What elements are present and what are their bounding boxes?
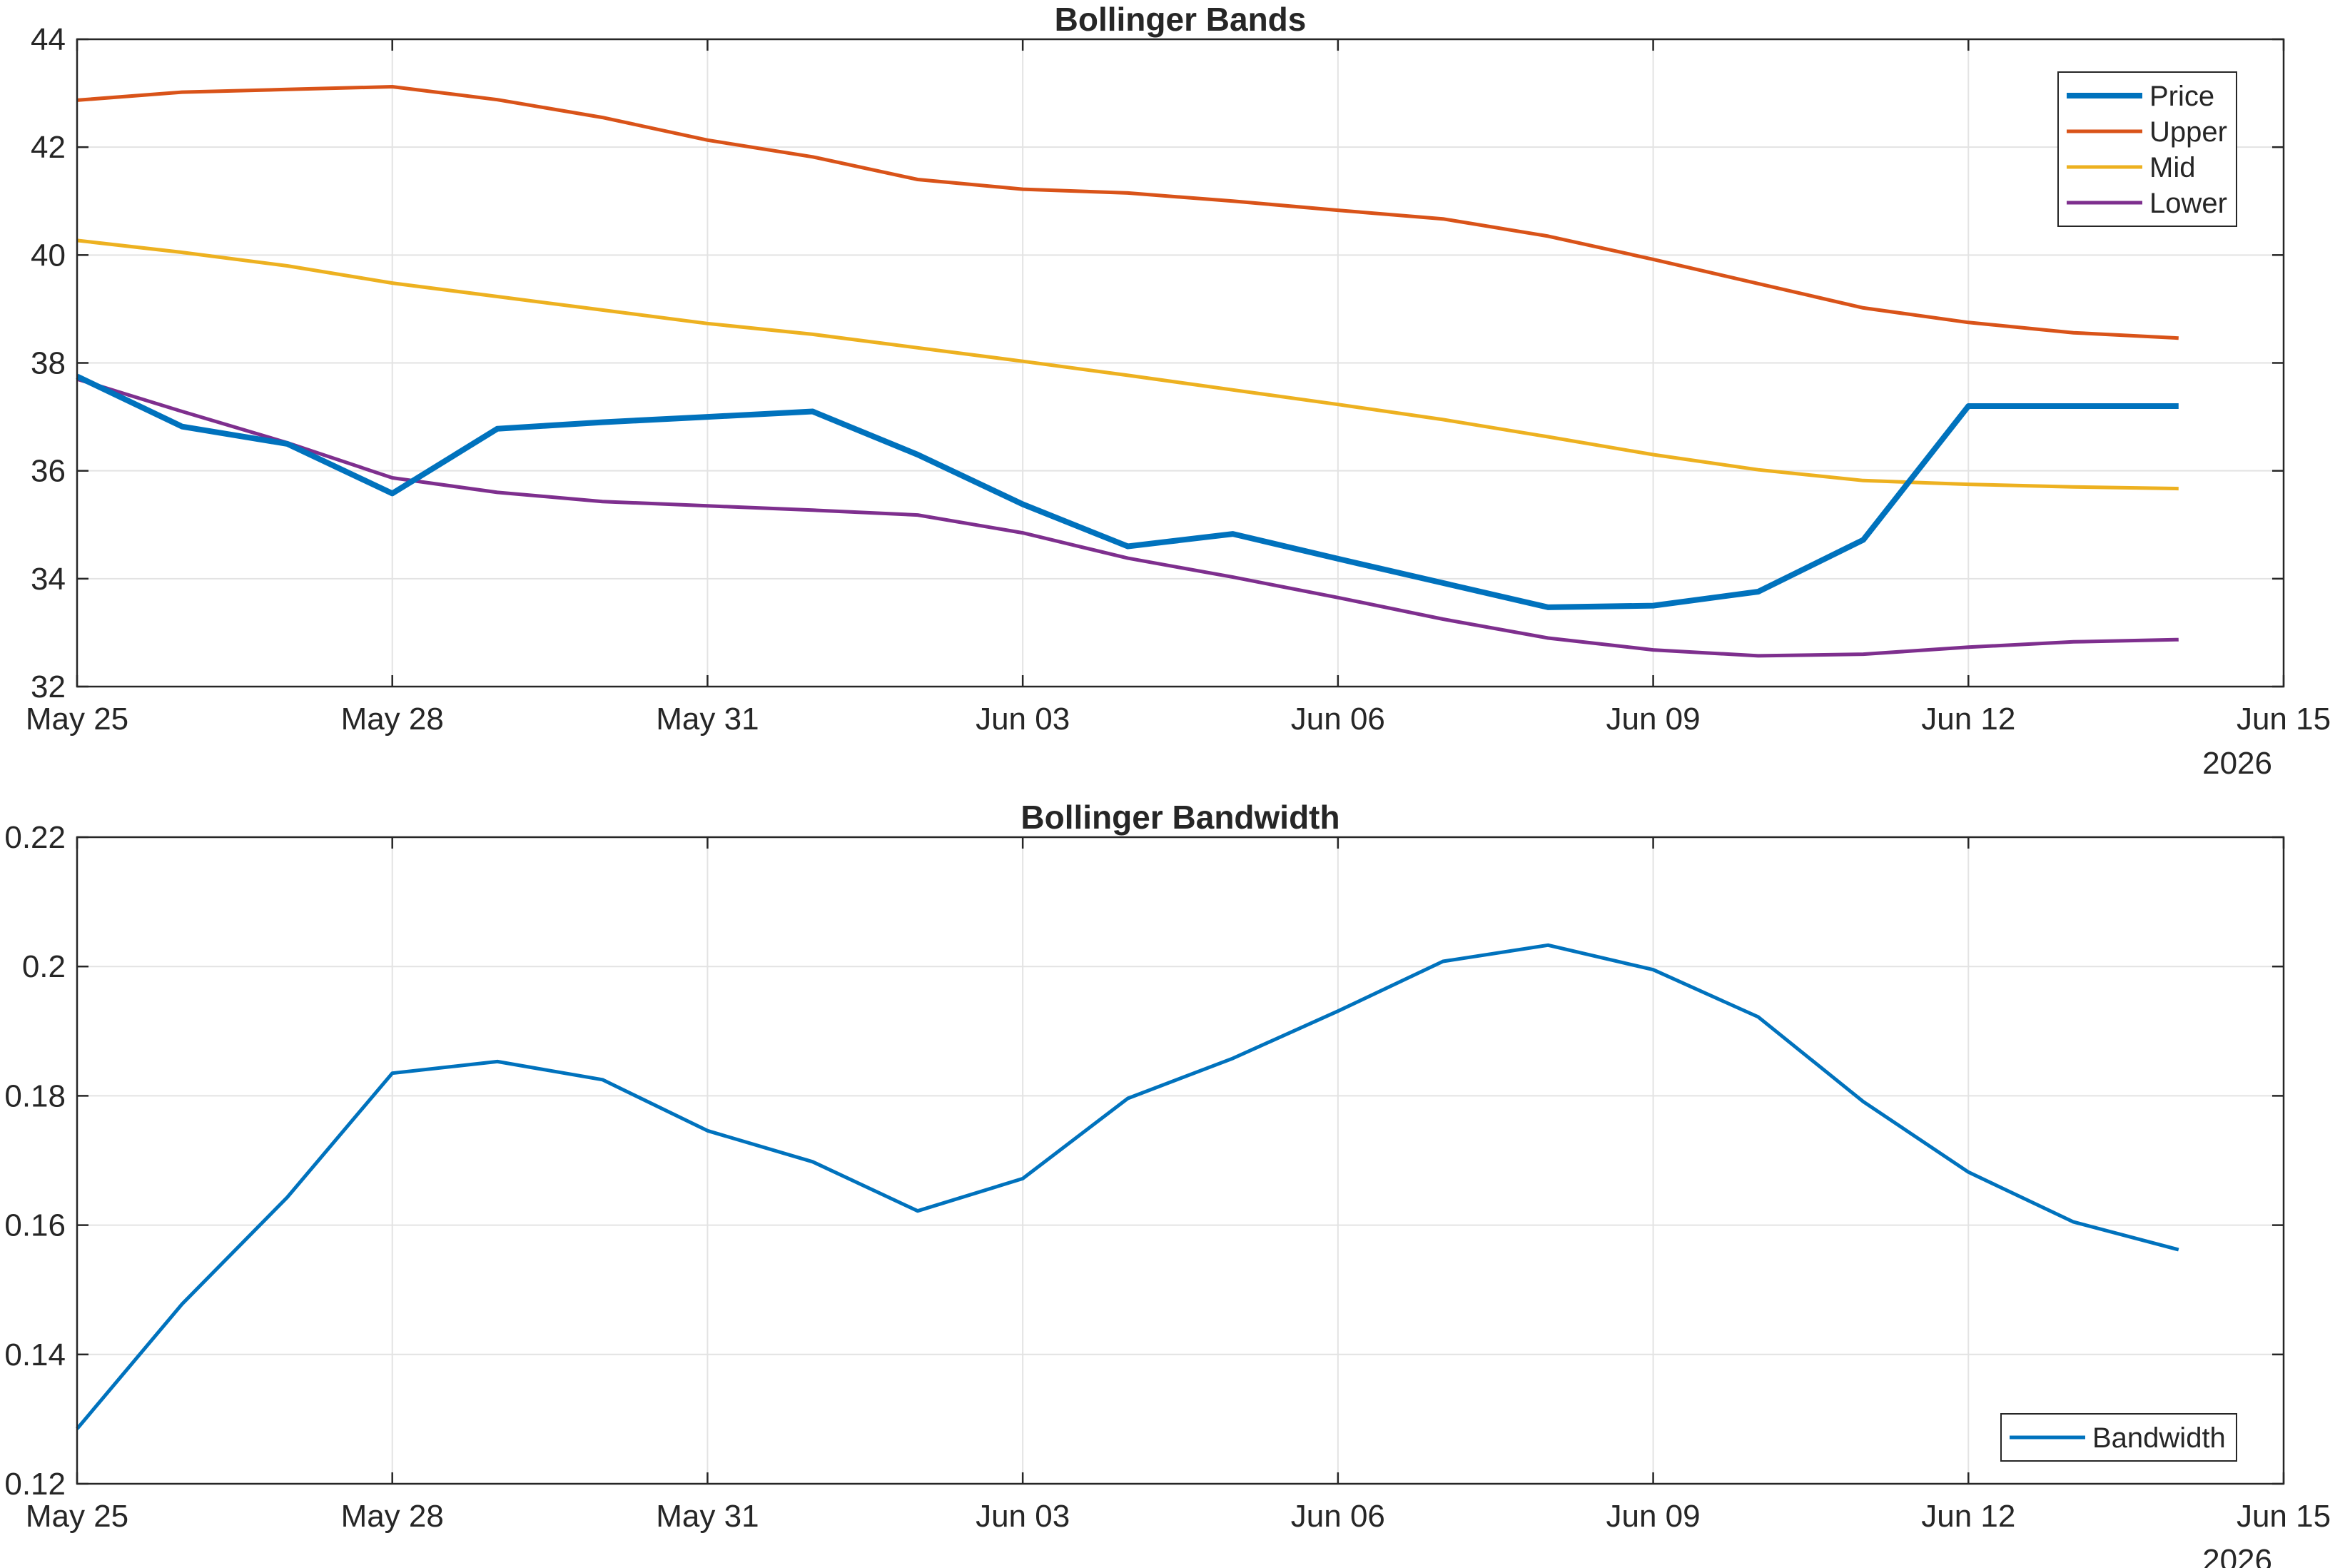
y-tick-label: 42 xyxy=(31,130,66,165)
chart-title: Bollinger Bands xyxy=(1055,1,1307,38)
series-line-upper xyxy=(76,85,2179,340)
y-tick-label: 0.14 xyxy=(4,1337,66,1372)
legend: Bandwidth xyxy=(2000,1413,2237,1462)
tick-labels: May 25 May 28 May 31 Jun 03 Jun 06 Jun 09 Jun … xyxy=(26,22,2331,737)
x-tick-label: May 31 xyxy=(656,702,759,737)
x-tick-label: May 25 xyxy=(26,702,128,737)
x-tick-label: Jun 09 xyxy=(1606,702,1701,737)
x-tick-label: May 31 xyxy=(656,1499,759,1534)
year-label: 2026 xyxy=(2202,1543,2272,1568)
y-tick-label: 38 xyxy=(31,346,66,381)
x-tick-label: Jun 06 xyxy=(1291,1499,1385,1534)
bollinger-bands-chart: May 25 May 28 May 31 Jun 03 Jun 06 Jun 09 Jun … xyxy=(26,1,2331,781)
y-tick-label: 40 xyxy=(31,238,66,273)
axes-box xyxy=(76,836,2285,1485)
x-tick-label: May 28 xyxy=(341,702,444,737)
series-line-price xyxy=(76,373,2179,610)
y-tick-label: 0.12 xyxy=(4,1467,66,1502)
x-tick-label: Jun 12 xyxy=(1921,1499,2015,1534)
series-line-mid xyxy=(76,238,2179,491)
x-tick-label: May 28 xyxy=(341,1499,444,1534)
legend-label: Bandwidth xyxy=(2092,1422,2226,1454)
tick-labels: May 25 May 28 May 31 Jun 03 Jun 06 Jun 09 Jun … xyxy=(4,820,2331,1534)
legend-label: Upper xyxy=(2149,116,2227,148)
plot-lines xyxy=(76,85,2179,658)
x-tick-label: Jun 06 xyxy=(1291,702,1385,737)
legend-label: Lower xyxy=(2149,188,2227,219)
x-tick-label: Jun 12 xyxy=(1921,702,2015,737)
legend-label: Mid xyxy=(2149,152,2195,183)
x-tick-label: Jun 15 xyxy=(2237,702,2331,737)
y-tick-label: 0.18 xyxy=(4,1078,66,1113)
y-tick-label: 0.22 xyxy=(4,820,66,855)
y-tick-label: 44 xyxy=(31,22,66,57)
y-tick-label: 0.16 xyxy=(4,1208,66,1243)
legend: Price Upper Mid Lower xyxy=(2057,71,2237,227)
y-tick-label: 34 xyxy=(31,562,66,597)
year-label: 2026 xyxy=(2202,746,2272,781)
x-tick-label: May 25 xyxy=(26,1499,128,1534)
x-tick-label: Jun 15 xyxy=(2237,1499,2331,1534)
x-tick-label: Jun 03 xyxy=(976,702,1070,737)
y-tick-label: 0.2 xyxy=(22,949,66,984)
x-tick-label: Jun 03 xyxy=(976,1499,1070,1534)
grid xyxy=(77,837,2284,1484)
bollinger-bandwidth-chart: May 25 May 28 May 31 Jun 03 Jun 06 Jun 09 Jun … xyxy=(4,799,2331,1568)
y-tick-label: 36 xyxy=(31,454,66,489)
series-line-bandwidth xyxy=(76,943,2179,1430)
grid xyxy=(77,39,2284,687)
plot-lines xyxy=(76,943,2179,1430)
legend-label: Price xyxy=(2149,81,2214,112)
x-tick-label: Jun 09 xyxy=(1606,1499,1701,1534)
chart-title: Bollinger Bandwidth xyxy=(1020,799,1339,836)
y-tick-label: 32 xyxy=(31,669,66,704)
series-line-lower xyxy=(76,377,2179,658)
